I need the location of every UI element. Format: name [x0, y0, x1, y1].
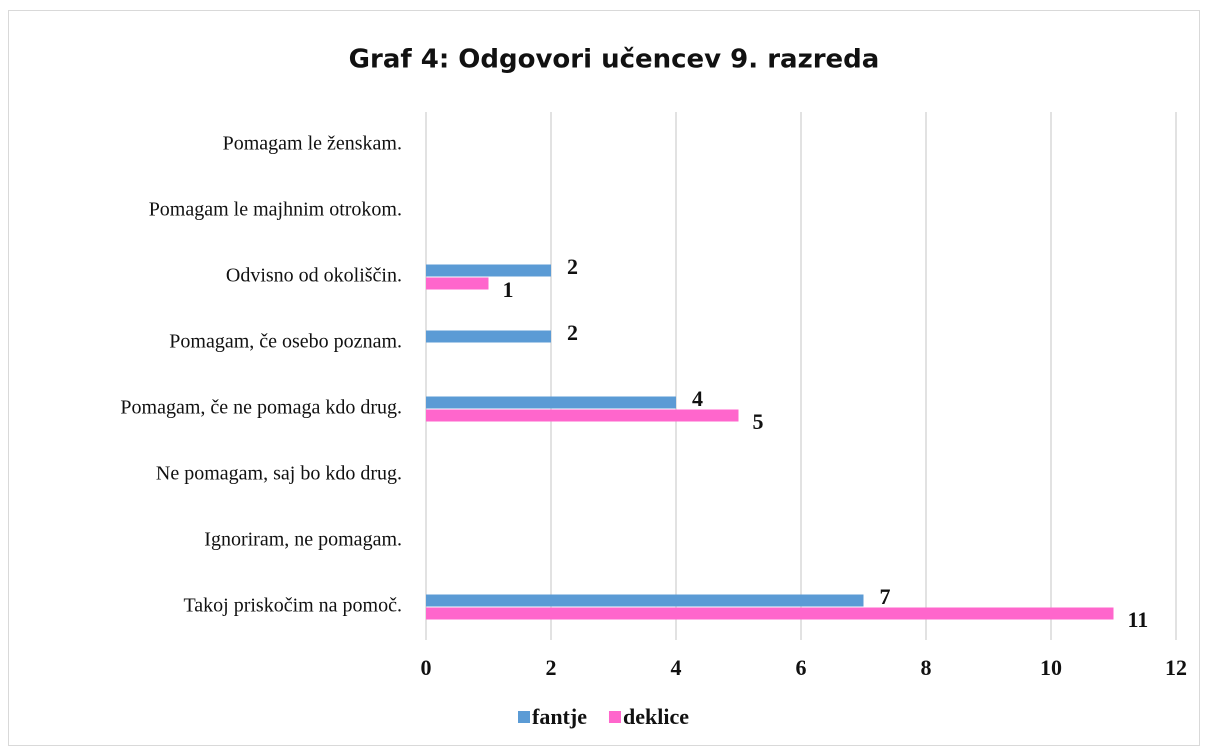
value-label: 7 — [880, 584, 891, 609]
x-tick-label: 8 — [921, 655, 932, 680]
bar — [426, 607, 1114, 620]
value-label: 11 — [1128, 607, 1149, 632]
x-tick-label: 2 — [546, 655, 557, 680]
legend-label: deklice — [623, 704, 689, 729]
y-tick-label: Pomagam, če ne pomaga kdo drug. — [120, 397, 402, 419]
y-tick-label: Odvisno od okoliščin. — [226, 265, 402, 287]
y-tick-label: Pomagam, če osebo poznam. — [169, 331, 402, 353]
value-label: 5 — [753, 409, 764, 434]
value-label: 2 — [567, 254, 578, 279]
bar — [426, 277, 489, 290]
y-tick-label: Takoj priskočim na pomoč. — [183, 595, 402, 617]
x-tick-label: 10 — [1040, 655, 1062, 680]
chart-title: Graf 4: Odgovori učencev 9. razreda — [349, 45, 880, 75]
legend-label: fantje — [532, 704, 587, 729]
x-tick-label: 4 — [671, 655, 682, 680]
x-tick-label: 12 — [1165, 655, 1187, 680]
x-tick-label: 0 — [421, 655, 432, 680]
y-tick-label: Pomagam le majhnim otrokom. — [149, 199, 402, 221]
chart-border — [8, 10, 1200, 746]
bar — [426, 264, 551, 277]
value-label: 4 — [692, 386, 703, 411]
y-tick-label: Pomagam le ženskam. — [223, 133, 402, 155]
bar — [426, 330, 551, 343]
y-tick-label: Ignoriram, ne pomagam. — [204, 529, 402, 551]
value-label: 2 — [567, 320, 578, 345]
bar — [426, 396, 676, 409]
bar — [426, 594, 864, 607]
legend-swatch — [608, 711, 621, 723]
y-tick-label: Ne pomagam, saj bo kdo drug. — [156, 463, 402, 485]
bar — [426, 409, 739, 422]
value-label: 1 — [503, 277, 514, 302]
legend-swatch — [518, 711, 530, 723]
x-tick-label: 6 — [796, 655, 807, 680]
